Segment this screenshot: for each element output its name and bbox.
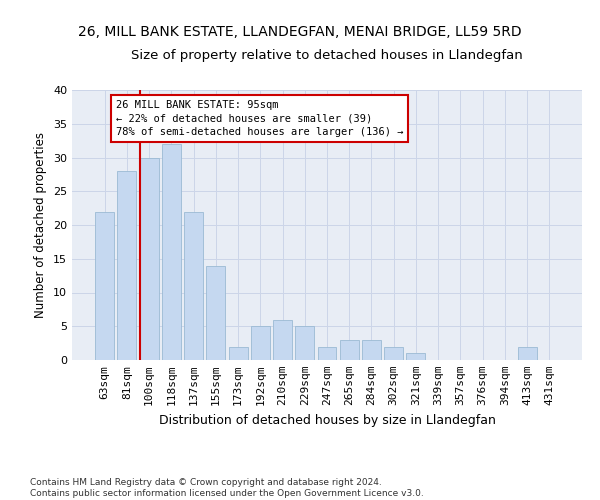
- Bar: [317, 346, 337, 360]
- Title: Size of property relative to detached houses in Llandegfan: Size of property relative to detached ho…: [131, 50, 523, 62]
- Bar: [362, 340, 381, 360]
- Bar: [384, 346, 403, 360]
- Bar: [184, 212, 203, 360]
- Bar: [295, 326, 314, 360]
- Text: Contains HM Land Registry data © Crown copyright and database right 2024.
Contai: Contains HM Land Registry data © Crown c…: [30, 478, 424, 498]
- Bar: [406, 353, 425, 360]
- Bar: [140, 158, 158, 360]
- Text: 26, MILL BANK ESTATE, LLANDEGFAN, MENAI BRIDGE, LL59 5RD: 26, MILL BANK ESTATE, LLANDEGFAN, MENAI …: [78, 25, 522, 39]
- Bar: [251, 326, 270, 360]
- Y-axis label: Number of detached properties: Number of detached properties: [34, 132, 47, 318]
- Bar: [229, 346, 248, 360]
- Bar: [518, 346, 536, 360]
- Bar: [162, 144, 181, 360]
- Text: 26 MILL BANK ESTATE: 95sqm
← 22% of detached houses are smaller (39)
78% of semi: 26 MILL BANK ESTATE: 95sqm ← 22% of deta…: [116, 100, 403, 136]
- Bar: [340, 340, 359, 360]
- Bar: [118, 171, 136, 360]
- Bar: [273, 320, 292, 360]
- Bar: [206, 266, 225, 360]
- Bar: [95, 212, 114, 360]
- X-axis label: Distribution of detached houses by size in Llandegfan: Distribution of detached houses by size …: [158, 414, 496, 426]
